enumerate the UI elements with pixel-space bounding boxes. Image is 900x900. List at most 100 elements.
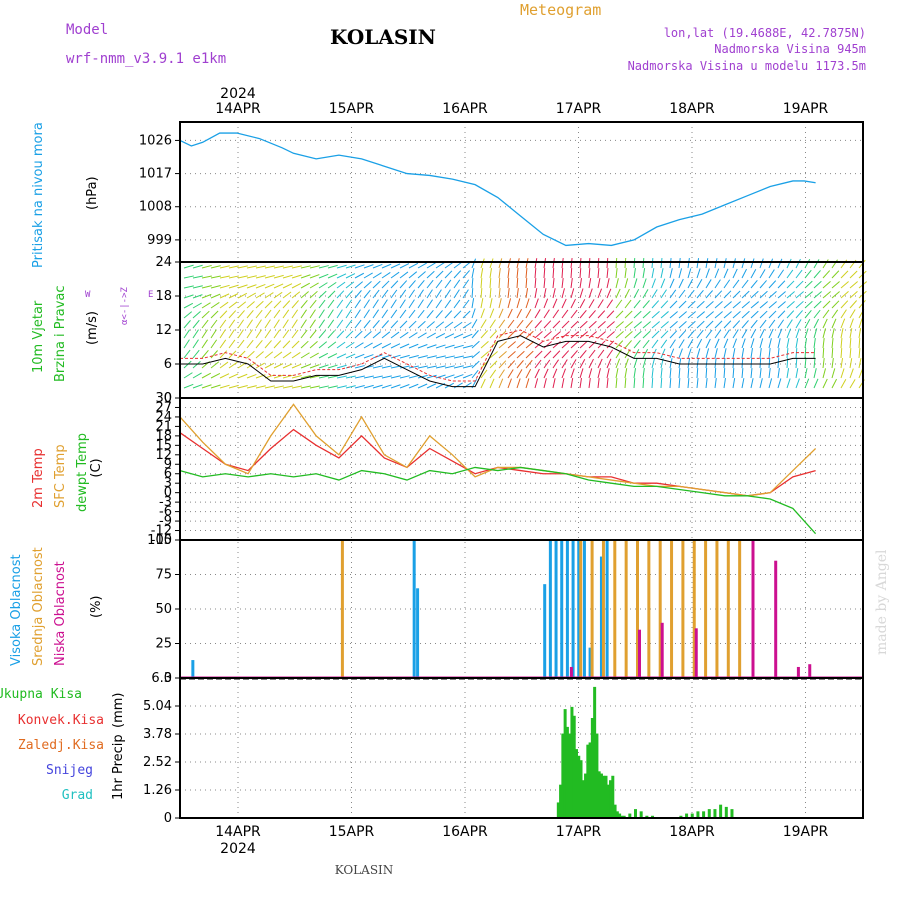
wind-barb bbox=[507, 341, 516, 349]
y-tick-label: -12 bbox=[151, 524, 172, 539]
wind-barb bbox=[723, 268, 729, 279]
wind-barb bbox=[354, 290, 362, 299]
wind-barb bbox=[831, 347, 834, 359]
wind-barb bbox=[282, 309, 290, 319]
wind-barb bbox=[804, 378, 810, 389]
wind-barb bbox=[399, 263, 410, 269]
wind-barb bbox=[498, 341, 507, 349]
wind-barb bbox=[741, 290, 750, 299]
wind-barb bbox=[678, 367, 681, 379]
wind-barb bbox=[219, 301, 229, 309]
wind-barb bbox=[435, 374, 446, 379]
wind-barb bbox=[345, 309, 352, 319]
wind-compass-icon: W E α<-|->Z bbox=[85, 286, 153, 325]
wind-barb bbox=[291, 265, 302, 269]
wind-barb bbox=[390, 375, 401, 379]
wind-barb bbox=[786, 280, 795, 289]
wind-barb bbox=[831, 291, 840, 299]
wind-barb bbox=[228, 361, 238, 369]
wind-barb bbox=[606, 257, 609, 269]
y-tick-label: 2.52 bbox=[143, 755, 172, 770]
wind-barb bbox=[633, 377, 636, 389]
wind-barb bbox=[696, 358, 699, 369]
wind-barb bbox=[813, 309, 821, 319]
cloud-bar bbox=[416, 588, 420, 678]
wind-barb bbox=[273, 300, 282, 309]
wind-barb bbox=[669, 300, 678, 309]
y-tick-label: 27 bbox=[155, 400, 172, 415]
wind-barb bbox=[471, 258, 477, 269]
wind-barb bbox=[489, 341, 498, 349]
wind-barb bbox=[489, 268, 493, 279]
watermark: made by Angel bbox=[874, 549, 890, 655]
wind-barb bbox=[741, 348, 745, 359]
wind-barb bbox=[507, 298, 512, 309]
wind-barb bbox=[426, 332, 436, 339]
wind-barb bbox=[795, 328, 800, 339]
wind-barb bbox=[840, 318, 846, 329]
precip-legend-hail: Grad bbox=[62, 788, 93, 803]
wind-barb bbox=[291, 329, 299, 339]
wind-barb bbox=[471, 287, 474, 299]
wind-barb bbox=[498, 277, 501, 289]
wind-barb bbox=[579, 309, 587, 319]
wind-barb bbox=[705, 378, 708, 389]
wind-barb bbox=[318, 290, 327, 299]
wind-barb bbox=[444, 261, 454, 269]
wind-barb bbox=[615, 349, 622, 359]
wind-barb bbox=[714, 258, 718, 269]
wind-barb bbox=[750, 328, 757, 339]
x-tick-label-bottom: 15APR bbox=[329, 824, 375, 840]
wind-barb bbox=[363, 289, 371, 299]
wind-barb bbox=[399, 343, 410, 349]
wind-barb bbox=[786, 258, 792, 269]
wind-barb bbox=[723, 338, 729, 349]
wind-barb bbox=[300, 309, 307, 319]
wind-barb bbox=[462, 355, 473, 359]
wind-barb bbox=[417, 309, 425, 319]
wind-barb bbox=[363, 384, 374, 389]
wind-barb bbox=[741, 279, 749, 289]
wind-barb bbox=[255, 362, 265, 369]
wind-barb bbox=[579, 368, 584, 379]
wind-barb bbox=[804, 280, 813, 289]
wind-barb bbox=[579, 358, 586, 369]
model-label: Model bbox=[66, 22, 108, 38]
wind-barb bbox=[444, 270, 453, 279]
wind-barb bbox=[750, 258, 755, 269]
cloud-bar bbox=[704, 540, 708, 678]
wind-barb bbox=[579, 320, 588, 329]
cloud-bar bbox=[694, 628, 698, 678]
wind-barb bbox=[660, 257, 663, 269]
wind-barb bbox=[831, 318, 837, 329]
y-tick-label: 3.78 bbox=[143, 727, 172, 742]
wind-barb bbox=[426, 355, 437, 359]
cloud-bar bbox=[565, 540, 569, 678]
wind-barb bbox=[408, 383, 419, 389]
wind-barb bbox=[318, 265, 329, 269]
cloud-bar bbox=[751, 540, 755, 678]
wind-barb bbox=[183, 360, 192, 369]
wind-barb bbox=[480, 258, 485, 269]
wind-barb bbox=[336, 364, 347, 369]
wind-barb bbox=[678, 320, 687, 329]
wind-barb bbox=[237, 319, 245, 329]
wind-barb bbox=[273, 291, 283, 299]
wind-barb bbox=[768, 258, 774, 269]
wind-barb bbox=[570, 378, 574, 389]
wind-barb bbox=[795, 258, 801, 269]
wind-barb bbox=[327, 341, 337, 349]
wind-barb bbox=[660, 330, 669, 339]
wind-barb bbox=[831, 259, 838, 269]
wind-barb bbox=[498, 288, 501, 299]
wind-barb bbox=[408, 262, 419, 269]
wind-barb bbox=[255, 265, 266, 269]
wind-barb bbox=[732, 357, 735, 369]
wind-barb bbox=[840, 281, 849, 289]
wind-barb bbox=[606, 331, 615, 339]
wind-barb bbox=[237, 292, 248, 299]
y-tick-label: 3 bbox=[164, 476, 172, 491]
precip-bar bbox=[690, 813, 694, 818]
wind-barb bbox=[309, 290, 318, 299]
wind-barb bbox=[381, 320, 389, 329]
